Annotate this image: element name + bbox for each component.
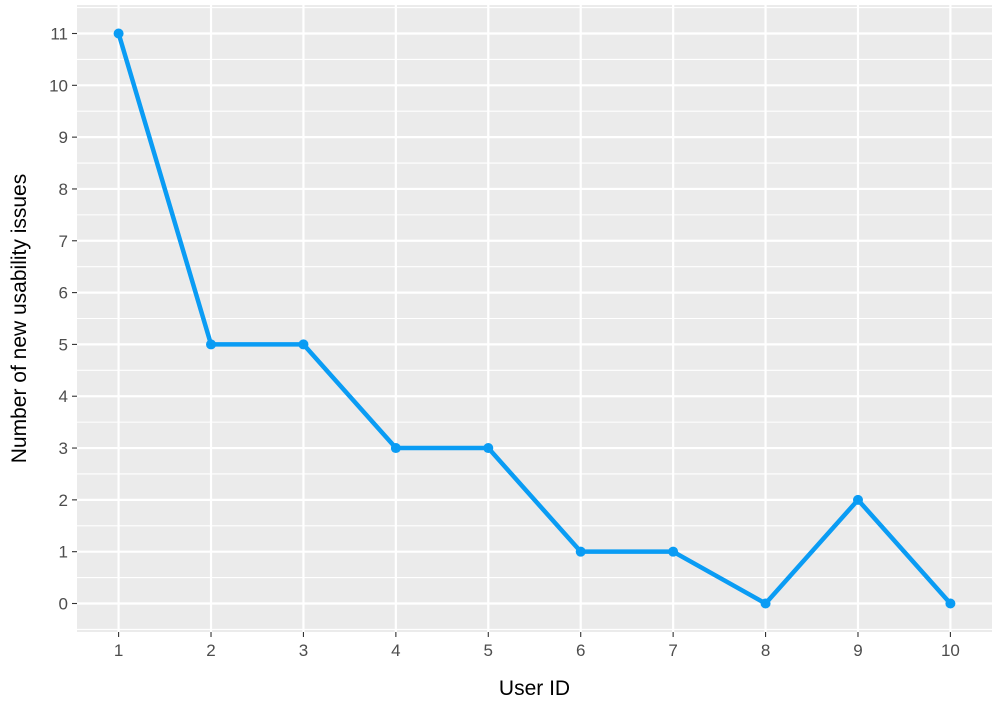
data-point	[390, 443, 401, 454]
y-tick-label: 9	[59, 128, 68, 147]
grid-major	[77, 5, 992, 632]
series-line	[116, 32, 953, 606]
data-point	[298, 339, 309, 350]
grid-minor	[77, 7, 992, 630]
x-tick-label: 9	[853, 641, 862, 660]
x-tick-label: 3	[299, 641, 308, 660]
x-tick-label: 1	[114, 641, 123, 660]
data-point	[575, 546, 586, 557]
data-point	[760, 598, 771, 609]
y-tick-label: 11	[50, 25, 68, 44]
x-tick-label: 4	[391, 641, 400, 660]
y-tick-label: 5	[59, 335, 68, 354]
x-tick-label: 6	[576, 641, 585, 660]
y-tick-label: 4	[59, 387, 68, 406]
x-tick-label: 5	[484, 641, 493, 660]
y-tick-label: 2	[59, 491, 68, 510]
x-tick-label: 10	[941, 641, 960, 660]
series-layer	[113, 28, 956, 609]
data-point	[852, 494, 863, 505]
x-axis: 1 2 3 4 5 6 7 8 9 10	[114, 632, 960, 660]
data-point	[483, 443, 494, 454]
y-tick-label: 7	[59, 232, 68, 251]
y-tick-label: 1	[59, 543, 68, 562]
x-tick-label: 7	[668, 641, 677, 660]
y-tick-label: 0	[59, 595, 68, 614]
x-axis-title: User ID	[499, 677, 570, 700]
x-tick-label: 8	[761, 641, 770, 660]
y-tick-label: 3	[59, 439, 68, 458]
y-tick-label: 10	[49, 76, 68, 95]
y-axis-title: Number of new usability issues	[8, 174, 31, 463]
y-tick-label: 8	[59, 180, 68, 199]
data-point	[206, 339, 217, 350]
data-point	[668, 546, 679, 557]
data-point	[113, 28, 124, 39]
y-axis: 0 1 2 3 4 5 6 7 8 9 10 11	[49, 25, 77, 614]
data-point	[945, 598, 956, 609]
y-tick-label: 6	[59, 284, 68, 303]
x-tick-label: 2	[206, 641, 215, 660]
